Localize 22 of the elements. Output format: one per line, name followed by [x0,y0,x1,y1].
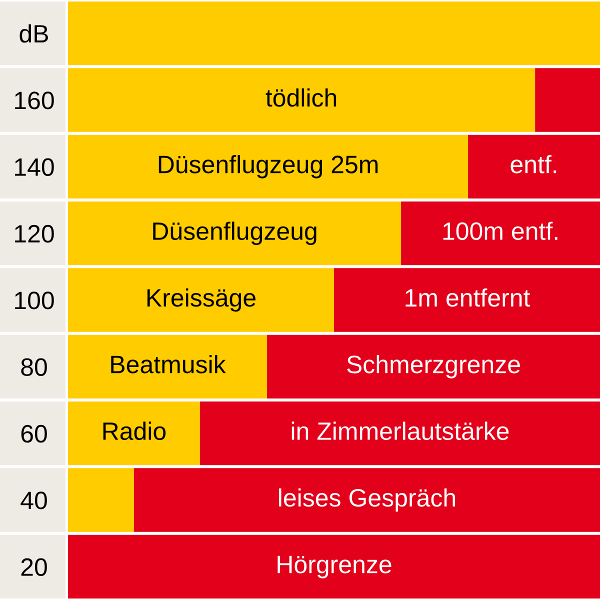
annotation: entf. [510,155,556,174]
y-tick-label: 40 [20,492,47,510]
annotation: in Zimmerlautstärke [292,422,509,440]
annotation: Schmerzgrenze [347,355,520,378]
annotation: Kreissäge [147,288,256,312]
annotation: Düsenflugzeug [153,222,316,245]
annotation: Radio [103,422,166,440]
annotation: Hörgrenze [278,556,392,578]
y-tick-label: 160 [15,92,54,110]
annotation: leises Gespräch [279,488,455,512]
annotation: 1m entfernt [406,288,530,307]
y-tick-label: 140 [15,158,54,176]
annotation: 100m entf. [443,222,558,240]
annotation: Beatmusik [111,355,226,374]
y-tick-label: 20 [21,558,47,576]
annotation: Düsenflugzeug 25m [158,155,378,178]
annotation: tödlich [266,88,336,107]
y-tick-label: 80 [21,358,47,376]
y-tick-label: 100 [15,292,54,310]
y-tick-label: 60 [21,424,47,443]
y-tick-label: dB [20,24,48,43]
y-tick-label: 120 [15,224,54,243]
